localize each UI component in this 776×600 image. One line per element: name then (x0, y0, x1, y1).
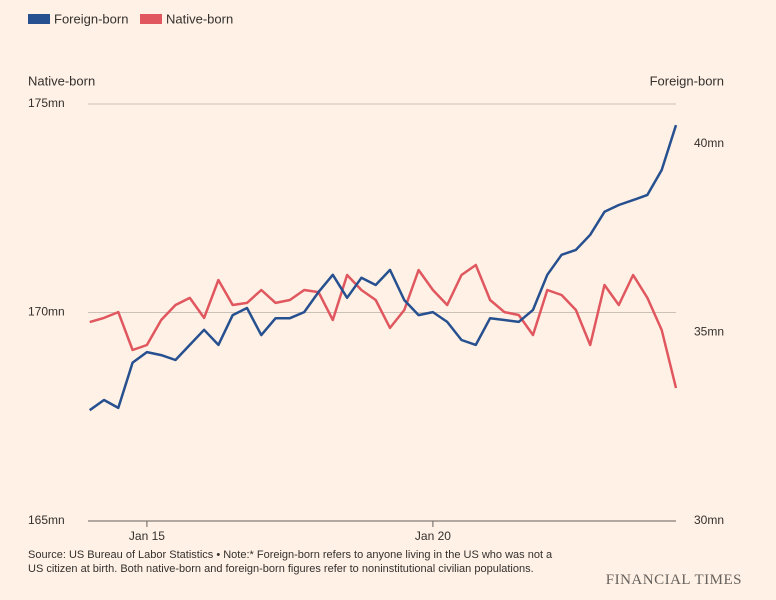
y2-axis-title: Foreign-born (650, 73, 724, 88)
y2-tick-label: 35mn (694, 325, 724, 339)
chart: Native-born Foreign-born Foreign-born Nat… (28, 11, 724, 543)
legend-swatch (28, 14, 50, 24)
y-tick-label: 165mn (28, 513, 65, 527)
y2-tick-label: 30mn (694, 513, 724, 527)
y2-tick-label: 40mn (694, 136, 724, 150)
source-note: Source: US Bureau of Labor Statistics • … (28, 549, 553, 575)
x-tick-label: Jan 20 (415, 529, 451, 543)
x-tick-label: Jan 15 (129, 529, 165, 543)
series-line (88, 124, 678, 412)
legend-label: Foreign-born (54, 11, 128, 26)
legend-label: Native-born (166, 11, 233, 26)
y-axis-title: Native-born (28, 73, 95, 88)
y-tick-label: 170mn (28, 305, 65, 319)
brand: FINANCIAL TIMES (605, 572, 742, 588)
series-line (89, 263, 678, 389)
y-tick-label: 175mn (28, 96, 65, 110)
legend-swatch (140, 14, 162, 24)
